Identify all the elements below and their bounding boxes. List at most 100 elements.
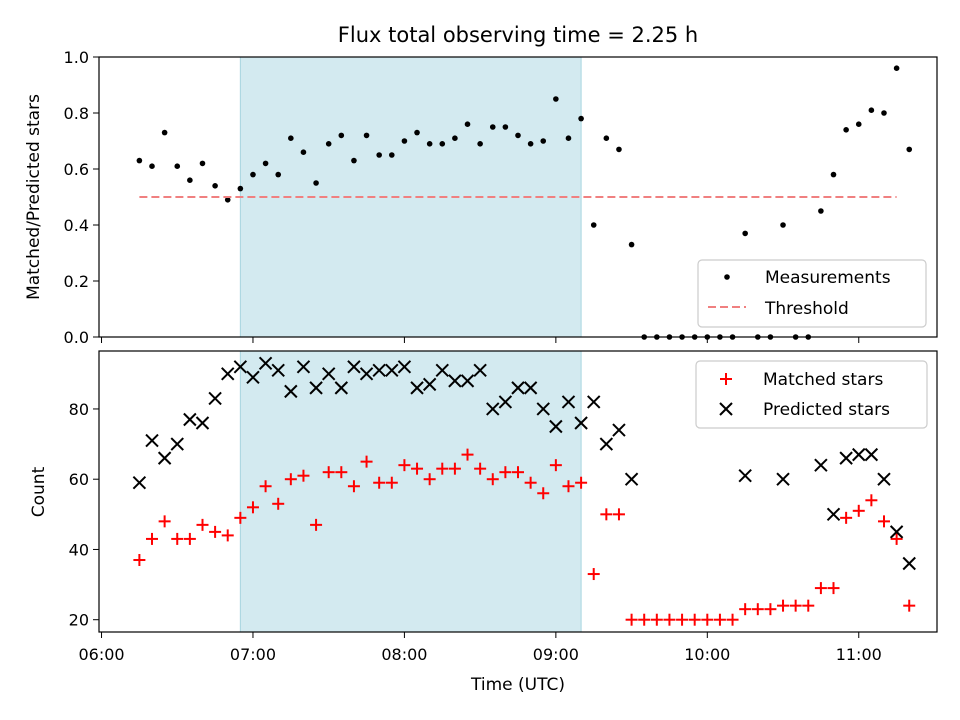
measurements-point [363,132,370,139]
matched-stars-point [209,525,222,538]
matched-stars-point [474,462,487,475]
bottom-legend: Matched stars Predicted stars [695,360,928,429]
matched-stars-point [373,476,386,489]
x-tick-label: 11:00 [836,645,882,664]
y-tick-label: 40 [69,540,89,559]
measurements-point [351,157,357,164]
matched-stars-point [133,553,146,566]
measurements-point [313,180,319,186]
measurements-point [376,152,382,158]
legend-matched-marker [720,373,732,385]
matched-stars-point [398,459,411,472]
measurements-point [578,115,584,122]
predicted-stars-point [359,367,374,381]
predicted-stars-point [889,525,904,539]
legend-measurements-label: Measurements [765,268,891,288]
predicted-stars-point [132,476,147,490]
y-tick-label: 0.6 [64,160,89,179]
predicted-stars-point [776,472,790,486]
matched-stars-point [284,473,297,486]
predicted-stars-point [309,381,323,395]
y-tick-label: 0.4 [64,216,89,235]
predicted-stars-point [864,447,879,462]
matched-stars-point [436,462,449,475]
measurements-point [527,141,534,147]
predicted-stars-point [258,356,273,371]
predicted-stars-point [536,402,550,416]
predicted-stars-point [397,360,412,374]
matched-stars-point [171,532,184,545]
measurements-point [452,135,458,141]
measurements-point [565,135,572,141]
measurements-point [288,135,294,141]
matched-stars-point [347,480,360,493]
measurements-point [262,160,269,167]
matched-stars-point [625,613,638,626]
predicted-stars-point [473,363,487,378]
measurements-point [603,135,610,141]
legend-predicted-marker [719,402,733,416]
predicted-stars-point [460,374,475,388]
bottom-y-axis-label: Count [29,466,49,517]
matched-stars-point [448,462,461,475]
top-legend-box [697,259,927,328]
measurements-point [855,121,862,127]
predicted-stars-point [561,395,576,409]
matched-stars-point [890,532,903,545]
measurements-point [868,107,875,113]
x-tick-label: 06:00 [78,645,124,664]
predicted-stars-point [523,381,538,395]
predicted-stars-point [347,360,361,374]
predicted-stars-point [195,416,210,430]
top-x-ticks [101,337,860,343]
bottom-axes-frame [98,350,938,633]
predicted-stars-point [624,472,639,486]
matched-stars-point [726,613,739,626]
chart-title: Flux total observing time = 2.25 h [338,23,698,47]
predicted-stars-point [410,381,424,395]
measurements-point [780,222,786,228]
matched-stars-point [676,613,689,626]
measurements-point [553,96,559,102]
matched-stars-point [650,613,663,626]
top-y-axis-label: Matched/Predicted stars [24,94,44,300]
measurements-point [414,129,420,136]
predicted-stars-point [549,419,563,434]
measurements-point [401,138,408,144]
measurements-point [275,171,282,178]
matched-stars-point [411,462,424,475]
matched-stars-point [663,613,676,626]
predicted-stars-point [246,370,260,385]
predicted-stars-point [157,451,172,465]
y-tick-label: 0.2 [64,272,89,291]
measurements-point [590,222,597,228]
measurements-point [426,141,433,147]
x-axis-label: Time (UTC) [470,675,565,695]
matched-stars-point [234,511,247,524]
measurements-point [300,149,307,155]
y-tick-label: 60 [69,470,89,489]
predicted-stars-point [877,472,891,486]
matched-stars-point [840,511,853,524]
measurements-point [149,163,155,169]
top-axes: 0.0 0.2 0.4 0.6 0.8 1.0 Flux total observing … [24,23,938,347]
measurements-point [439,141,446,147]
y-tick-label: 0.0 [64,328,89,347]
matched-stars-point [499,466,512,479]
measurements-point [325,141,332,147]
predicted-stars-point [448,374,462,388]
predicted-stars-point [599,437,614,451]
matched-stars-point [562,480,575,493]
measurements-point [477,141,483,147]
legend-matched-label: Matched stars [763,370,883,390]
measurements-point [174,163,181,169]
matched-stars-point [335,466,348,479]
top-legend: Measurements Threshold [697,259,927,328]
measurements-point [161,129,168,136]
matched-stars-point [360,455,373,468]
predicted-stars-point [839,451,853,465]
measurements-point [818,208,824,214]
measurements-point [540,138,547,144]
measurements-point [199,160,206,167]
